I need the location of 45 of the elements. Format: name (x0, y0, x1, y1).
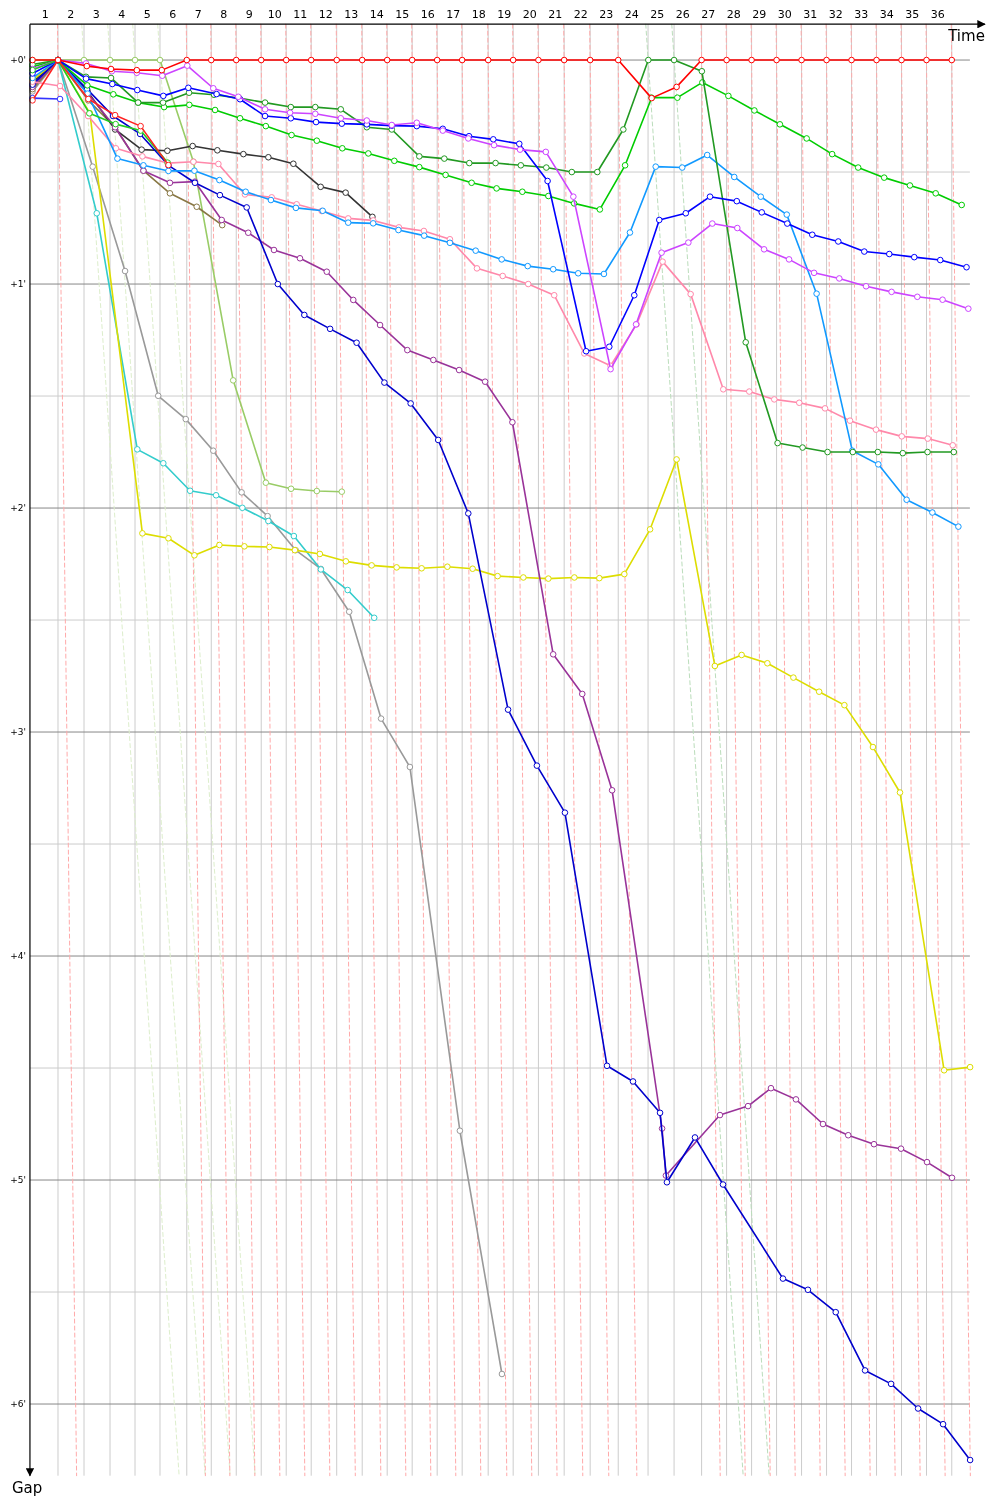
x-tick-label: 32 (828, 8, 843, 22)
x-tick-label: 14 (369, 8, 384, 22)
x-tick-label: 10 (267, 8, 282, 22)
x-tick-label: 36 (930, 8, 945, 22)
x-tick-label: 34 (879, 8, 894, 22)
x-tick-label: 31 (803, 8, 818, 22)
x-tick-label: 6 (169, 8, 177, 22)
x-tick-label: 4 (118, 8, 126, 22)
x-tick-label: 22 (573, 8, 588, 22)
x-tick-label: 17 (446, 8, 461, 22)
x-tick-label: 28 (726, 8, 741, 22)
x-tick-label: 3 (92, 8, 100, 22)
y-tick-label: +5' (10, 1175, 26, 1186)
x-tick-label: 2 (67, 8, 75, 22)
x-tick-label: 12 (318, 8, 333, 22)
x-tick-label: 35 (905, 8, 920, 22)
x-tick-label: 8 (220, 8, 228, 22)
x-tick-label: 21 (548, 8, 563, 22)
x-tick-label: 33 (854, 8, 869, 22)
x-tick-label: 25 (650, 8, 665, 22)
x-tick-label: 9 (245, 8, 253, 22)
y-axis-title: Gap (11, 1478, 43, 1497)
x-tick-label: 19 (497, 8, 512, 22)
x-tick-label: 24 (624, 8, 639, 22)
x-tick-label: 5 (143, 8, 151, 22)
y-tick-label: +1' (10, 279, 26, 290)
y-tick-label: +2' (10, 503, 26, 514)
y-tick-label: +6' (10, 1399, 26, 1410)
x-tick-label: 29 (752, 8, 767, 22)
x-tick-label: 13 (344, 8, 359, 22)
x-tick-label: 27 (701, 8, 716, 22)
x-axis-title: Time (947, 27, 985, 46)
x-tick-label: 30 (777, 8, 792, 22)
x-tick-label: 11 (293, 8, 308, 22)
y-tick-label: +0' (10, 55, 26, 66)
x-tick-label: 23 (599, 8, 614, 22)
x-tick-label: 26 (675, 8, 690, 22)
x-tick-label: 7 (194, 8, 202, 22)
y-tick-label: +4' (10, 951, 26, 962)
x-tick-label: 15 (395, 8, 410, 22)
x-tick-label: 18 (471, 8, 486, 22)
y-tick-label: +3' (10, 727, 26, 738)
x-tick-label: 16 (420, 8, 435, 22)
x-tick-label: 20 (522, 8, 537, 22)
x-tick-label: 1 (41, 8, 49, 22)
